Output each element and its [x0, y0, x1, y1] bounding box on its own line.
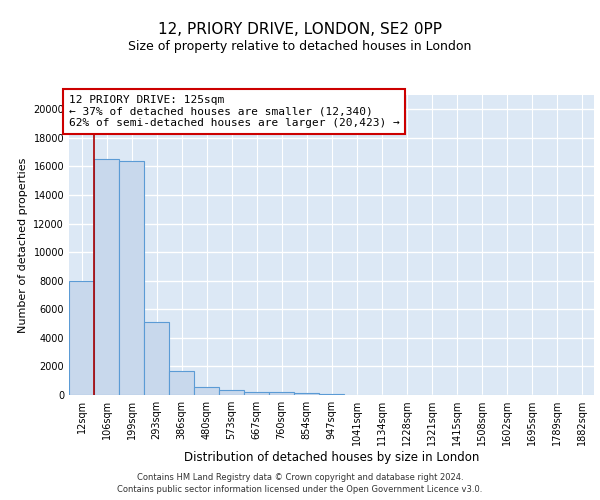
- Bar: [94, 160, 119, 395]
- Bar: [294, 393, 319, 395]
- Text: 12 PRIORY DRIVE: 125sqm
← 37% of detached houses are smaller (12,340)
62% of sem: 12 PRIORY DRIVE: 125sqm ← 37% of detache…: [69, 95, 400, 128]
- Bar: [69, 280, 94, 395]
- Bar: [244, 392, 269, 395]
- Text: 12, PRIORY DRIVE, LONDON, SE2 0PP: 12, PRIORY DRIVE, LONDON, SE2 0PP: [158, 22, 442, 38]
- Bar: [194, 387, 219, 395]
- Y-axis label: Number of detached properties: Number of detached properties: [18, 158, 28, 332]
- Text: Contains public sector information licensed under the Open Government Licence v3: Contains public sector information licen…: [118, 485, 482, 494]
- Bar: [219, 390, 244, 395]
- X-axis label: Distribution of detached houses by size in London: Distribution of detached houses by size …: [184, 451, 479, 464]
- Bar: [169, 370, 194, 395]
- Text: Contains HM Land Registry data © Crown copyright and database right 2024.: Contains HM Land Registry data © Crown c…: [137, 472, 463, 482]
- Bar: [319, 394, 344, 395]
- Text: Size of property relative to detached houses in London: Size of property relative to detached ho…: [128, 40, 472, 53]
- Bar: [144, 322, 169, 395]
- Bar: [119, 160, 144, 395]
- Bar: [269, 392, 294, 395]
